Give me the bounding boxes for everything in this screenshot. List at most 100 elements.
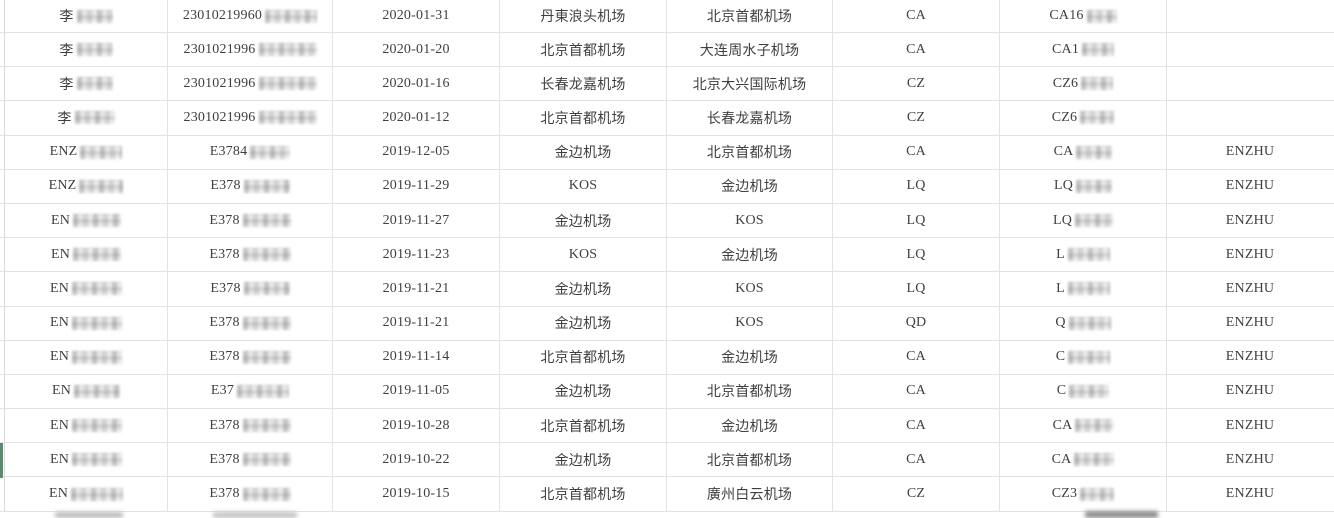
cell-flight-number[interactable]: CA: [1000, 135, 1167, 169]
cell-flight-date[interactable]: 2019-12-05: [333, 135, 500, 169]
cell-agent-code[interactable]: ENZHU: [1167, 409, 1333, 442]
cell-airline-code[interactable]: CA: [833, 135, 1000, 169]
cell-departure-airport[interactable]: KOS: [500, 169, 667, 203]
cell-departure-airport[interactable]: 北京首都机场: [500, 340, 667, 374]
cell-airline-code[interactable]: CZ: [833, 477, 1000, 511]
cell-airline-code[interactable]: LQ: [833, 169, 1000, 203]
cell-arrival-airport[interactable]: 金边机场: [667, 409, 833, 443]
cell-flight-number[interactable]: CA16: [1000, 0, 1167, 32]
cell-passenger-name[interactable]: 李: [4, 0, 168, 32]
cell-departure-airport[interactable]: 金边机场: [500, 443, 667, 477]
cell-passenger-name[interactable]: EN: [4, 203, 168, 238]
cell-document-number[interactable]: 2301021996: [168, 33, 333, 67]
cell-passenger-name[interactable]: 李: [4, 67, 168, 101]
cell-flight-number[interactable]: L: [1000, 238, 1167, 272]
cell-passenger-name[interactable]: EN: [4, 272, 168, 306]
cell-arrival-airport[interactable]: KOS: [667, 272, 833, 306]
cell-flight-date[interactable]: 2020-01-20: [333, 33, 500, 67]
cell-arrival-airport[interactable]: KOS: [667, 203, 833, 238]
cell-departure-airport[interactable]: 金边机场: [500, 306, 667, 340]
cell-passenger-name[interactable]: EN: [4, 443, 168, 477]
cell-agent-code[interactable]: [1167, 0, 1333, 32]
cell-departure-airport[interactable]: 北京首都机场: [500, 101, 667, 135]
cell-passenger-name[interactable]: EN: [4, 374, 168, 409]
cell-arrival-airport[interactable]: 金边机场: [667, 238, 833, 272]
cell-airline-code[interactable]: CA: [833, 443, 1000, 477]
cell-flight-number[interactable]: CA: [1000, 443, 1167, 477]
cell-passenger-name[interactable]: EN: [4, 340, 168, 374]
cell-agent-code[interactable]: ENZHU: [1167, 443, 1333, 476]
cell-arrival-airport[interactable]: 长春龙嘉机场: [667, 101, 833, 135]
cell-agent-code[interactable]: ENZHU: [1167, 238, 1333, 271]
cell-departure-airport[interactable]: 北京首都机场: [500, 33, 667, 67]
cell-arrival-airport[interactable]: 大连周水子机场: [667, 33, 833, 67]
cell-flight-number[interactable]: C: [1000, 340, 1167, 374]
cell-flight-date[interactable]: 2020-01-12: [333, 101, 500, 135]
cell-passenger-name[interactable]: EN: [4, 306, 168, 340]
cell-agent-code[interactable]: ENZHU: [1167, 272, 1333, 305]
cell-arrival-airport[interactable]: 北京首都机场: [667, 443, 833, 477]
cell-flight-date[interactable]: 2019-10-15: [333, 477, 500, 511]
cell-departure-airport[interactable]: KOS: [500, 238, 667, 272]
cell-flight-number[interactable]: CZ3: [1000, 477, 1167, 511]
cell-arrival-airport[interactable]: 北京大兴国际机场: [667, 67, 833, 101]
cell-flight-date[interactable]: 2019-11-27: [333, 203, 500, 238]
cell-document-number[interactable]: E378: [168, 443, 333, 477]
cell-agent-code[interactable]: [1167, 33, 1333, 66]
cell-agent-code[interactable]: [1167, 67, 1333, 100]
cell-airline-code[interactable]: CA: [833, 340, 1000, 374]
cell-agent-code[interactable]: ENZHU: [1167, 170, 1333, 203]
cell-passenger-name[interactable]: ENZ: [4, 169, 168, 203]
cell-airline-code[interactable]: CA: [833, 0, 1000, 32]
cell-airline-code[interactable]: LQ: [833, 203, 1000, 238]
cell-airline-code[interactable]: CZ: [833, 101, 1000, 135]
cell-arrival-airport[interactable]: 金边机场: [667, 340, 833, 374]
cell-flight-date[interactable]: 2019-11-05: [333, 374, 500, 409]
cell-flight-number[interactable]: L: [1000, 272, 1167, 306]
cell-document-number[interactable]: E378: [168, 169, 333, 203]
cell-arrival-airport[interactable]: 金边机场: [667, 169, 833, 203]
cell-document-number[interactable]: E37: [168, 374, 333, 409]
cell-agent-code[interactable]: ENZHU: [1167, 341, 1333, 374]
cell-agent-code[interactable]: ENZHU: [1167, 477, 1333, 510]
cell-flight-date[interactable]: 2019-10-28: [333, 409, 500, 443]
cell-airline-code[interactable]: QD: [833, 306, 1000, 340]
cell-document-number[interactable]: E378: [168, 340, 333, 374]
cell-departure-airport[interactable]: 北京首都机场: [500, 477, 667, 511]
cell-document-number[interactable]: 2301021996: [168, 101, 333, 135]
cell-departure-airport[interactable]: 丹東浪头机场: [500, 0, 667, 32]
cell-arrival-airport[interactable]: 北京首都机场: [667, 374, 833, 409]
cell-document-number[interactable]: 23010219960: [168, 0, 333, 32]
cell-flight-number[interactable]: CA1: [1000, 33, 1167, 67]
cell-agent-code[interactable]: ENZHU: [1167, 204, 1333, 237]
cell-document-number[interactable]: E378: [168, 477, 333, 511]
cell-document-number[interactable]: E3784: [168, 135, 333, 169]
cell-arrival-airport[interactable]: 北京首都机场: [667, 135, 833, 169]
cell-agent-code[interactable]: ENZHU: [1167, 375, 1333, 408]
cell-agent-code[interactable]: ENZHU: [1167, 307, 1333, 340]
cell-arrival-airport[interactable]: 北京首都机场: [667, 0, 833, 32]
cell-document-number[interactable]: E378: [168, 203, 333, 238]
cell-departure-airport[interactable]: 北京首都机场: [500, 409, 667, 443]
cell-airline-code[interactable]: CA: [833, 374, 1000, 409]
cell-agent-code[interactable]: [1167, 101, 1333, 134]
cell-agent-code[interactable]: ENZHU: [1167, 136, 1333, 169]
cell-departure-airport[interactable]: 金边机场: [500, 374, 667, 409]
cell-document-number[interactable]: E378: [168, 306, 333, 340]
cell-airline-code[interactable]: CA: [833, 33, 1000, 67]
cell-document-number[interactable]: E378: [168, 238, 333, 272]
cell-passenger-name[interactable]: EN: [4, 409, 168, 443]
cell-flight-date[interactable]: 2019-11-21: [333, 272, 500, 306]
cell-flight-number[interactable]: LQ: [1000, 203, 1167, 238]
cell-departure-airport[interactable]: 金边机场: [500, 135, 667, 169]
cell-flight-number[interactable]: CZ6: [1000, 67, 1167, 101]
cell-airline-code[interactable]: CZ: [833, 67, 1000, 101]
cell-passenger-name[interactable]: EN: [4, 477, 168, 511]
cell-flight-date[interactable]: 2019-10-22: [333, 443, 500, 477]
cell-flight-number[interactable]: Q: [1000, 306, 1167, 340]
cell-passenger-name[interactable]: 李: [4, 33, 168, 67]
cell-departure-airport[interactable]: 金边机场: [500, 272, 667, 306]
cell-flight-number[interactable]: CA: [1000, 409, 1167, 443]
cell-arrival-airport[interactable]: 廣州白云机场: [667, 477, 833, 511]
cell-document-number[interactable]: E378: [168, 272, 333, 306]
